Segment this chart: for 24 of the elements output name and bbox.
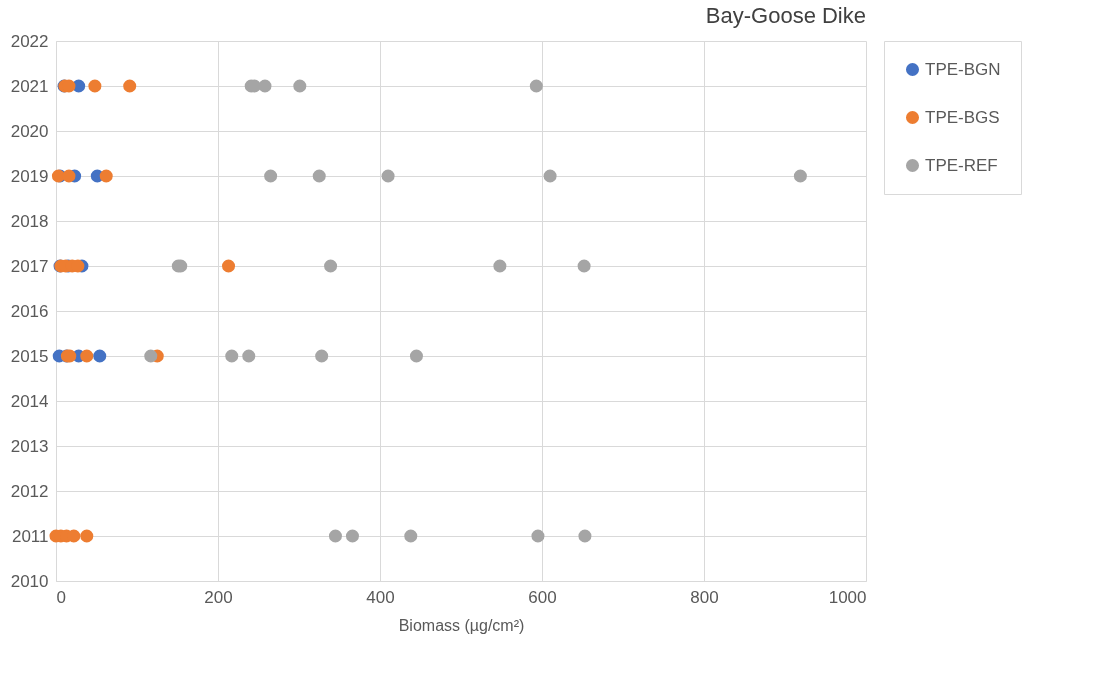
y-tick-label: 2021 — [10, 76, 49, 96]
chart-title: Bay-Goose Dike — [705, 3, 866, 28]
y-tick-label: 2020 — [10, 121, 49, 141]
y-tick-label: 2017 — [10, 256, 49, 276]
legend-label: TPE-BGN — [925, 59, 1001, 79]
x-tick-label: 600 — [528, 587, 557, 607]
y-tick-label: 2011 — [11, 526, 49, 546]
y-tick-label: 2012 — [10, 481, 49, 501]
y-tick-label: 2018 — [10, 211, 49, 231]
y-tick-label: 2016 — [10, 301, 49, 321]
x-tick-label: 1000 — [828, 587, 867, 607]
x-tick-label: 800 — [690, 587, 719, 607]
y-tick-label: 2015 — [10, 346, 49, 366]
x-tick-label: 200 — [204, 587, 233, 607]
x-tick-label: 400 — [366, 587, 395, 607]
y-tick-label: 2013 — [10, 436, 49, 456]
y-tick-label: 2010 — [10, 571, 49, 591]
x-tick-label: 0 — [56, 587, 66, 607]
y-tick-label: 2019 — [10, 166, 49, 186]
x-axis-title: Biomass (µg/cm²) — [398, 616, 525, 634]
legend-label: TPE-REF — [925, 155, 998, 175]
y-tick-label: 2022 — [10, 31, 49, 51]
legend-label: TPE-BGS — [925, 107, 1000, 127]
y-tick-label: 2014 — [10, 391, 49, 411]
